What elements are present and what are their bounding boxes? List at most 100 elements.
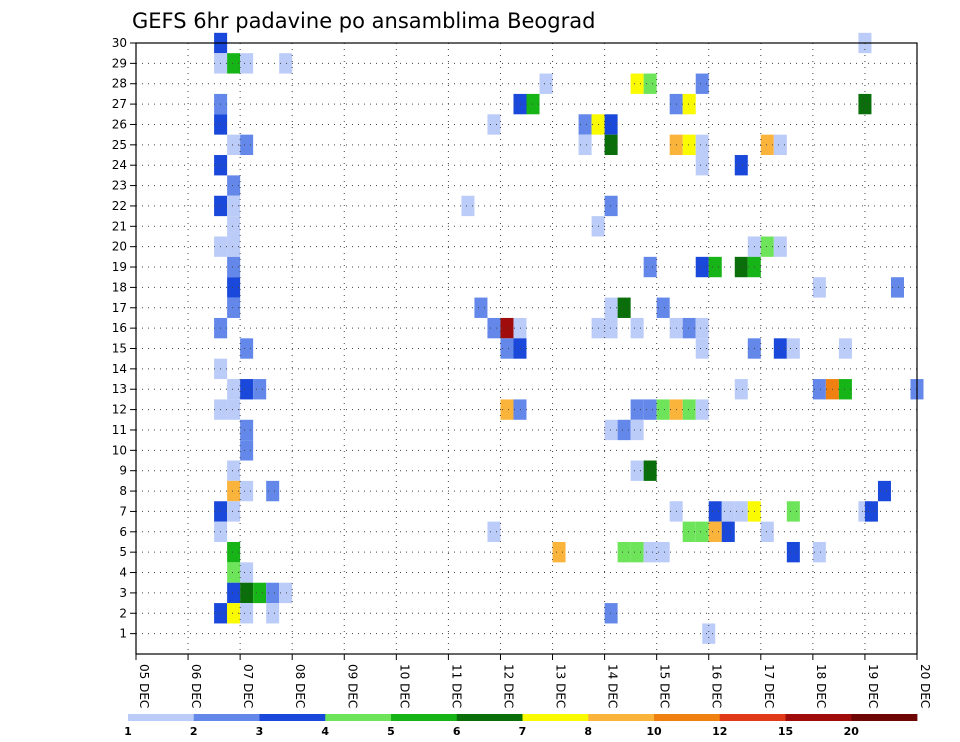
heatmap-cell <box>643 73 657 94</box>
heatmap-cell <box>812 277 826 298</box>
heatmap-cell <box>227 480 241 502</box>
heatmap-cell <box>487 114 501 135</box>
chart-title: GEFS 6hr padavine po ansamblima Beograd <box>132 9 595 33</box>
y-tick-label: 17 <box>112 301 127 315</box>
heatmap-cell <box>702 623 716 644</box>
heatmap-cell <box>266 582 280 604</box>
y-tick-label: 6 <box>119 525 127 539</box>
legend-label: 12 <box>712 725 727 738</box>
heatmap-cell <box>227 216 241 237</box>
heatmap-cell <box>682 317 696 339</box>
x-tick-label: 17 DEC <box>762 664 776 708</box>
heatmap-cell <box>227 379 241 400</box>
heatmap-cell <box>786 338 800 359</box>
heatmap-cell <box>604 195 618 217</box>
heatmap-cell <box>773 236 787 257</box>
heatmap-cell <box>695 521 709 542</box>
x-tick-label: 05 DEC <box>137 664 151 708</box>
heatmap-cell <box>279 53 293 74</box>
heatmap-cell <box>240 338 254 359</box>
heatmap-cell <box>695 155 709 176</box>
heatmap-cell <box>721 521 735 542</box>
x-tick-label: 06 DEC <box>189 664 203 708</box>
heatmap-cell <box>227 297 241 318</box>
heatmap-cell <box>240 379 254 400</box>
y-tick-label: 27 <box>112 97 127 111</box>
heatmap-cell <box>890 277 904 298</box>
legend-label: 15 <box>778 725 793 738</box>
heatmap-cell <box>240 134 254 156</box>
heatmap-cell <box>513 338 527 359</box>
x-tick-label: 07 DEC <box>241 664 255 708</box>
heatmap-cell <box>227 236 241 257</box>
heatmap-cell <box>682 521 696 542</box>
heatmap-cell <box>773 134 787 156</box>
heatmap-cell <box>838 338 852 359</box>
x-tick-label: 11 DEC <box>449 664 463 708</box>
heatmap-cell <box>695 399 709 420</box>
heatmap-cell <box>500 338 514 359</box>
x-tick-label: 12 DEC <box>501 664 515 708</box>
y-tick-label: 4 <box>119 566 127 580</box>
heatmap-cell <box>734 501 748 522</box>
heatmap-cell <box>240 53 254 74</box>
heatmap-cell <box>227 603 241 624</box>
y-tick-label: 14 <box>112 362 127 376</box>
heatmap-cell <box>227 195 241 217</box>
y-tick-label: 21 <box>112 219 127 233</box>
legend-swatch <box>522 714 589 721</box>
heatmap-cell <box>240 582 254 604</box>
legend-swatch <box>456 714 523 721</box>
y-tick-label: 28 <box>112 77 127 91</box>
heatmap-cell <box>227 399 241 420</box>
axes: 1234567891011121314151617181920212223242… <box>112 36 932 708</box>
heatmap-cell <box>500 399 514 420</box>
heatmap-cell <box>240 603 254 624</box>
heatmap-cell <box>240 480 254 502</box>
heatmap-cell <box>279 582 293 604</box>
heatmap-cell <box>240 562 254 583</box>
heatmap-cell <box>682 93 696 115</box>
heatmap-cell <box>786 501 800 522</box>
heatmap-cell <box>461 195 475 217</box>
x-tick-label: 16 DEC <box>710 664 724 708</box>
y-tick-label: 22 <box>112 199 127 213</box>
heatmap-cell <box>630 460 644 481</box>
heatmap-cell <box>773 338 787 359</box>
x-tick-label: 09 DEC <box>345 664 359 708</box>
legend-swatch <box>193 714 260 721</box>
heatmap-cell <box>760 134 774 156</box>
y-tick-label: 20 <box>112 240 127 254</box>
heatmap-cell <box>708 521 722 542</box>
heatmap-cell <box>695 73 709 94</box>
heatmap-cell <box>526 93 540 115</box>
y-tick-label: 16 <box>112 321 127 335</box>
heatmap-cell <box>604 603 618 624</box>
heatmap-cell <box>838 379 852 400</box>
heatmap-cell <box>617 541 631 563</box>
heatmap-cell <box>227 460 241 481</box>
y-tick-label: 9 <box>119 464 127 478</box>
legend-swatch <box>654 714 721 721</box>
heatmap-cell <box>513 93 527 115</box>
heatmap-cell <box>695 338 709 359</box>
heatmap-cell <box>734 256 748 278</box>
legend-label: 2 <box>190 725 198 738</box>
heatmap-cell <box>858 93 872 115</box>
heatmap-cell <box>656 297 670 318</box>
legend-label: 6 <box>453 725 461 738</box>
heatmap-cell <box>227 277 241 298</box>
x-tick-label: 08 DEC <box>293 664 307 708</box>
legend-swatch <box>391 714 458 721</box>
heatmap-cell <box>877 480 891 502</box>
y-tick-label: 13 <box>112 382 127 396</box>
heatmap-cell <box>227 582 241 604</box>
heatmap-cell <box>695 256 709 278</box>
x-tick-label: 15 DEC <box>658 664 672 708</box>
legend-label: 4 <box>321 725 329 738</box>
heatmap-cell <box>708 501 722 522</box>
heatmap-cell <box>604 134 618 156</box>
y-tick-label: 23 <box>112 179 127 193</box>
heatmap-cell <box>474 297 488 318</box>
